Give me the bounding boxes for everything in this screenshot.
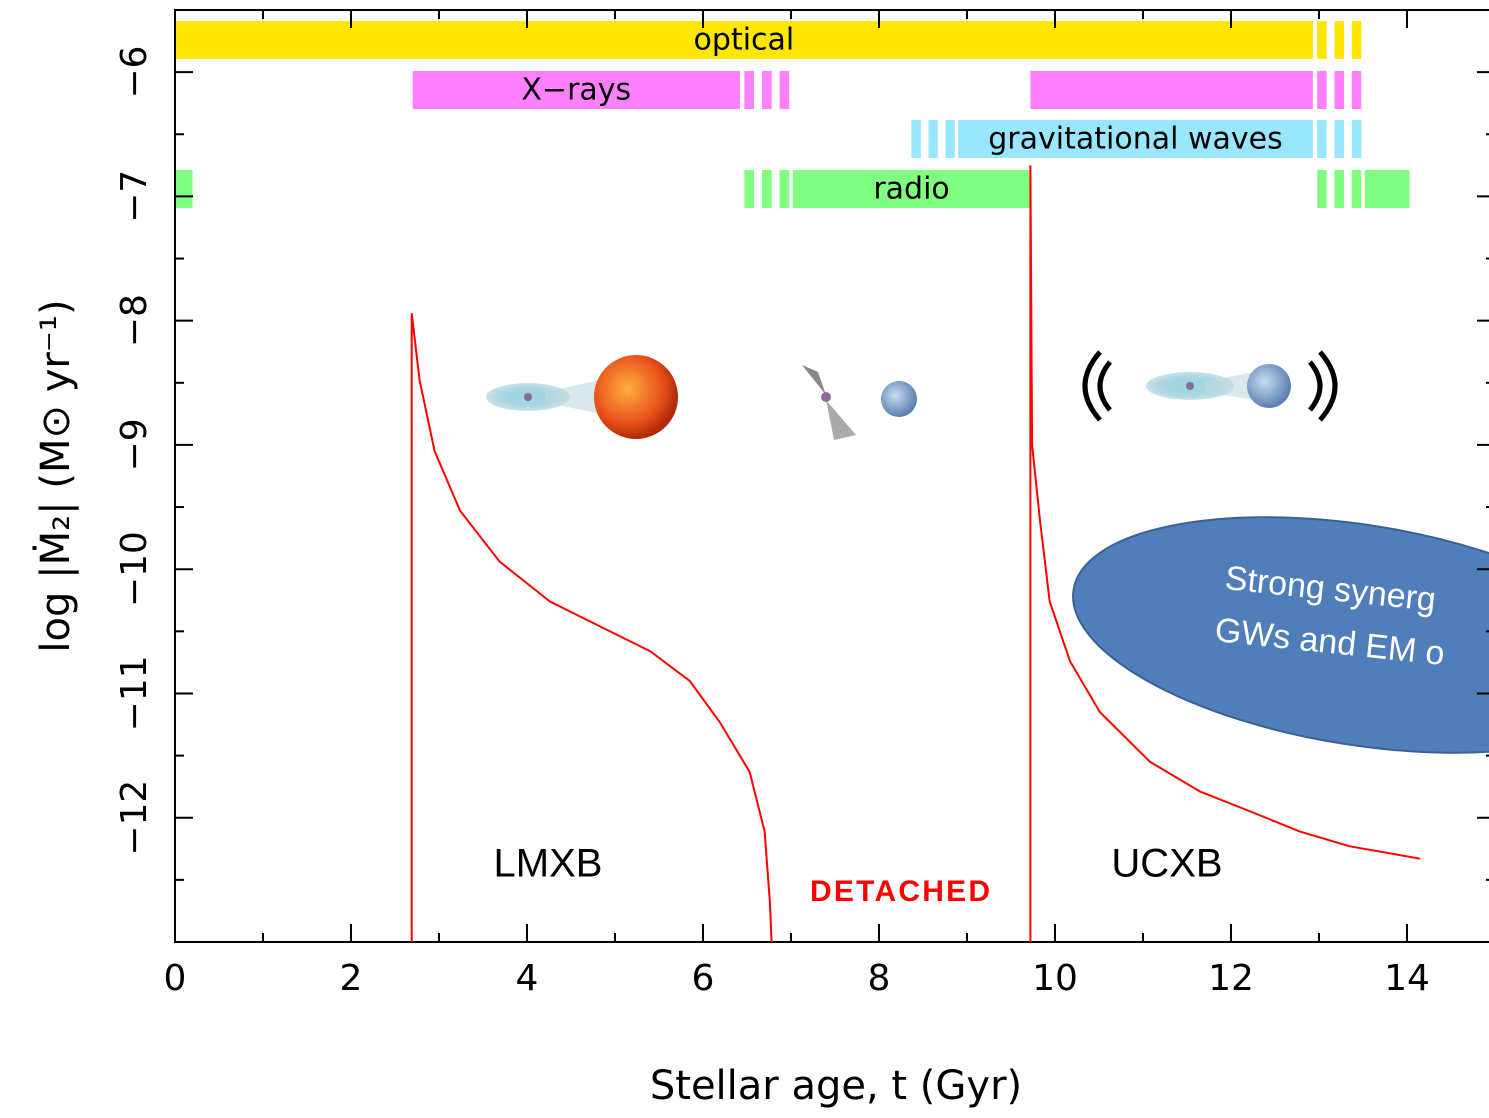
- band-stripe: [780, 170, 790, 208]
- band-stripe: [1352, 71, 1362, 109]
- y-tick-label: −10: [114, 531, 155, 607]
- x-axis-label: Stellar age, t (Gyr): [650, 1063, 1022, 1109]
- band-stripe: [744, 71, 754, 109]
- band-label: gravitational waves: [988, 122, 1282, 157]
- band-segment-dashed: [1317, 170, 1361, 208]
- band-segment-dashed: [744, 71, 789, 109]
- chart: Strong synerg GWs and EM o LMXB UCXB DET…: [0, 0, 1489, 1118]
- y-tick-label: −9: [114, 418, 155, 471]
- y-tick-label: −8: [114, 294, 155, 347]
- band-stripe: [1317, 71, 1327, 109]
- neutron-star: [524, 393, 532, 401]
- x-tick-label: 14: [1384, 958, 1430, 999]
- y-tick-label: −6: [114, 46, 155, 99]
- band-stripe: [1317, 21, 1327, 59]
- x-tick-label: 8: [868, 958, 891, 999]
- band-stripe: [1317, 170, 1327, 208]
- band-stripe: [780, 71, 790, 109]
- pulsar: [821, 392, 831, 402]
- white-dwarf: [881, 381, 917, 417]
- x-tick-label: 2: [340, 958, 363, 999]
- band-stripe: [1334, 71, 1344, 109]
- band-label: radio: [873, 172, 949, 207]
- band-stripe: [928, 120, 937, 158]
- beam: [802, 365, 826, 395]
- x-tick-label: 4: [516, 958, 539, 999]
- gw-waves: [1085, 352, 1110, 420]
- y-axis-label: log |Ṁ₂| (M⊙ yr⁻¹): [31, 299, 79, 652]
- annotation: UCXB: [1111, 842, 1222, 886]
- band-segment: [175, 170, 193, 208]
- white-dwarf: [1247, 364, 1291, 408]
- band-segment-dashed: [1317, 120, 1361, 158]
- illustrations: [486, 352, 1335, 440]
- band-segment-dashed: [1317, 71, 1361, 109]
- band-stripe: [1334, 170, 1344, 208]
- y-tick-label: −12: [114, 780, 155, 856]
- band-stripe: [1334, 120, 1344, 158]
- gw-waves: [1310, 352, 1335, 420]
- band-segment-dashed: [1317, 21, 1361, 59]
- mass-stream: [545, 380, 600, 414]
- band-stripe: [1352, 120, 1362, 158]
- annotation: LMXB: [494, 842, 603, 886]
- x-tick-label: 6: [692, 958, 715, 999]
- x-tick-label: 10: [1032, 958, 1078, 999]
- band-stripe: [1352, 170, 1362, 208]
- y-tick-label: −7: [114, 170, 155, 223]
- y-tick-label: −11: [114, 655, 155, 731]
- x-tick-label: 0: [164, 958, 187, 999]
- band-stripe: [911, 120, 920, 158]
- band-label: X−rays: [521, 73, 631, 108]
- band-segment-dashed: [911, 120, 954, 158]
- band-segment-dashed: [744, 170, 789, 208]
- band-stripe: [1334, 21, 1344, 59]
- band-stripe: [945, 120, 954, 158]
- band-segment: [1030, 71, 1312, 109]
- band-stripe: [762, 71, 772, 109]
- donor-star: [594, 355, 678, 439]
- beam: [826, 400, 856, 440]
- x-tick-label: 12: [1208, 958, 1254, 999]
- band-stripe: [744, 170, 754, 208]
- band-segment: [1365, 170, 1410, 208]
- annotation: DETACHED: [810, 875, 990, 908]
- band-stripe: [762, 170, 772, 208]
- band-stripe: [1317, 120, 1327, 158]
- band-stripe: [1352, 21, 1362, 59]
- band-label: optical: [694, 23, 795, 58]
- neutron-star: [1186, 382, 1194, 390]
